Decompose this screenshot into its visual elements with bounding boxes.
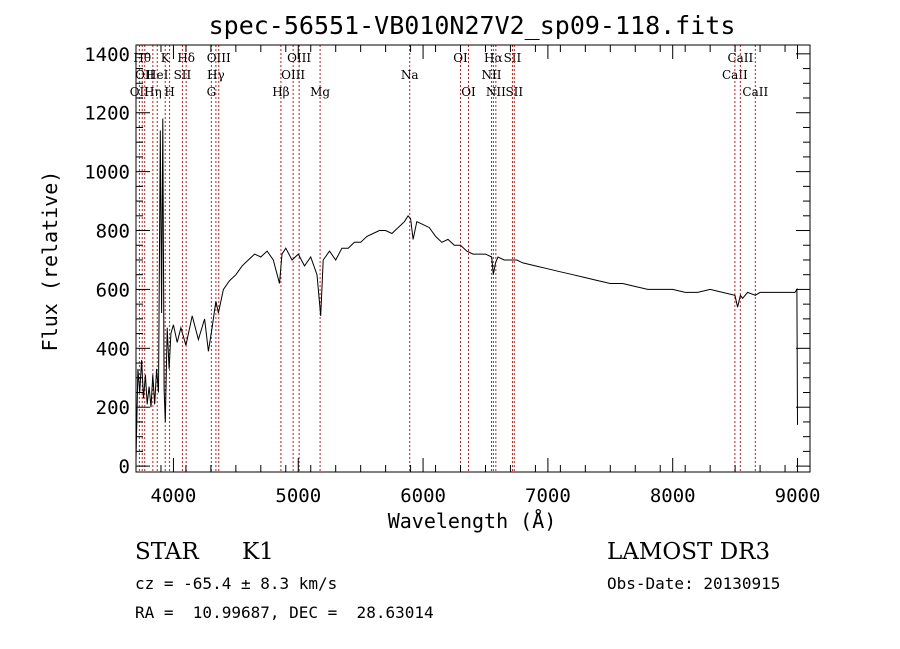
line-marker-label: OI [461,85,476,99]
line-marker-label: CaII [727,51,753,65]
line-marker-label: NII [486,85,506,99]
line-marker-label: CaII [722,68,748,82]
y-tick-label: 1200 [84,103,130,125]
line-marker-label: OIII [287,51,311,65]
line-marker-label: OIII [207,51,231,65]
x-tick-label: 5000 [275,485,321,507]
line-marker-label: OII [130,85,150,99]
survey-name: LAMOST DR3 [607,539,771,565]
line-marker-label: OIII [281,68,305,82]
line-marker-label: H [164,85,174,99]
line-marker-label: NII [481,68,501,82]
line-marker-label: SII [505,85,523,99]
spectral-subclass: K1 [242,539,274,565]
plot-frame [135,44,811,473]
y-tick-label: 200 [96,397,130,419]
line-marker-label: SII [174,68,192,82]
y-tick-label: 1000 [84,162,130,184]
y-tick-label: 600 [96,279,130,301]
y-tick-label: 800 [96,221,130,243]
x-axis-label: Wavelength (Å) [388,509,557,533]
line-marker-label: OII [135,68,155,82]
line-marker-label: Hβ [272,85,289,99]
observation-date: Obs-Date: 20130915 [607,574,781,593]
spectrum-line [135,118,798,461]
line-marker-label: Hα [484,51,503,65]
line-marker-label: CaII [742,85,768,99]
y-tick-label: 1400 [84,44,130,66]
x-tick-label: 4000 [151,485,197,507]
x-tick-label: 8000 [650,485,696,507]
x-tick-label: 7000 [525,485,571,507]
line-marker-label: HeI [146,68,169,82]
line-marker-label: G [207,85,217,99]
line-markers: OIIHθOIIHηHeIKHSIIHδGHγOIIIHβOIIIOIIIMgN… [130,45,768,472]
x-tick-label: 6000 [400,485,446,507]
line-marker-label: Hγ [207,68,225,82]
y-tick-label: 0 [119,456,130,478]
line-marker-label: OI [453,51,468,65]
line-marker-label: SII [504,51,522,65]
coordinates-readout: RA = 10.99687, DEC = 28.63014 [135,603,434,622]
y-tick-label: 400 [96,338,130,360]
axes: 4000 5000 6000 7000 8000 9000 0 200 400 600 800 100… [84,44,820,507]
line-marker-label: K [161,51,171,65]
line-marker-label: Hθ [133,51,151,65]
line-marker-label: Mg [310,85,330,99]
line-marker-label: Hη [144,85,162,99]
line-marker-label: Hδ [177,51,195,65]
x-tick-label: 9000 [775,485,821,507]
object-class: STAR [135,539,199,565]
chart-title: spec-56551-VB010N27V2_sp09-118.fits [209,11,736,40]
velocity-readout: cz = -65.4 ± 8.3 km/s [135,574,338,593]
line-marker-label: Na [401,68,419,82]
y-axis-label: Flux (relative) [38,171,62,352]
